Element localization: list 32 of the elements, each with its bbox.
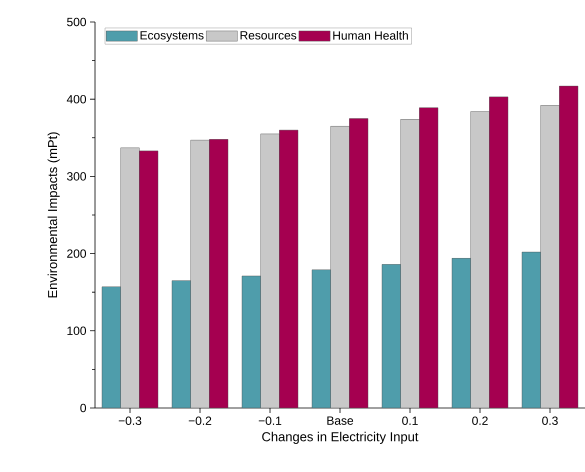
legend-label: Ecosystems: [140, 31, 204, 42]
legend-label: Resources: [240, 31, 296, 40]
y-tick-label: 400: [66, 94, 86, 104]
bar: [522, 252, 541, 408]
bar: [312, 270, 331, 408]
bar: [419, 107, 438, 408]
y-tick-label: 300: [66, 172, 86, 181]
x-tick-label: −0.2: [188, 416, 212, 425]
x-tick-label: 0.3: [542, 416, 558, 425]
bar: [349, 118, 368, 408]
y-tick-label: 0: [80, 404, 86, 412]
bar: [382, 264, 401, 408]
x-tick-label: Base: [327, 416, 354, 425]
y-tick-label: 200: [67, 249, 86, 258]
bar: [279, 130, 298, 408]
x-tick-label: 0.1: [402, 416, 418, 425]
y-axis-title: Environmental Impacts (mPt): [48, 132, 60, 298]
x-axis-title: Changes in Electricity Input: [262, 432, 418, 444]
x-tick-label: −0.1: [258, 416, 282, 425]
bar: [559, 86, 578, 408]
bar: [489, 96, 508, 408]
bar: [139, 150, 158, 408]
y-tick-label: 100: [67, 326, 86, 336]
bar: [452, 258, 471, 408]
x-tick-label: 0.2: [472, 416, 488, 425]
legend-label: Human Health: [333, 30, 408, 40]
bar: [242, 276, 261, 408]
y-tick-label: 500: [67, 18, 86, 26]
bar: [102, 286, 121, 408]
bar: [172, 280, 191, 408]
bar: [209, 139, 228, 408]
x-tick-label: −0.3: [118, 416, 142, 425]
